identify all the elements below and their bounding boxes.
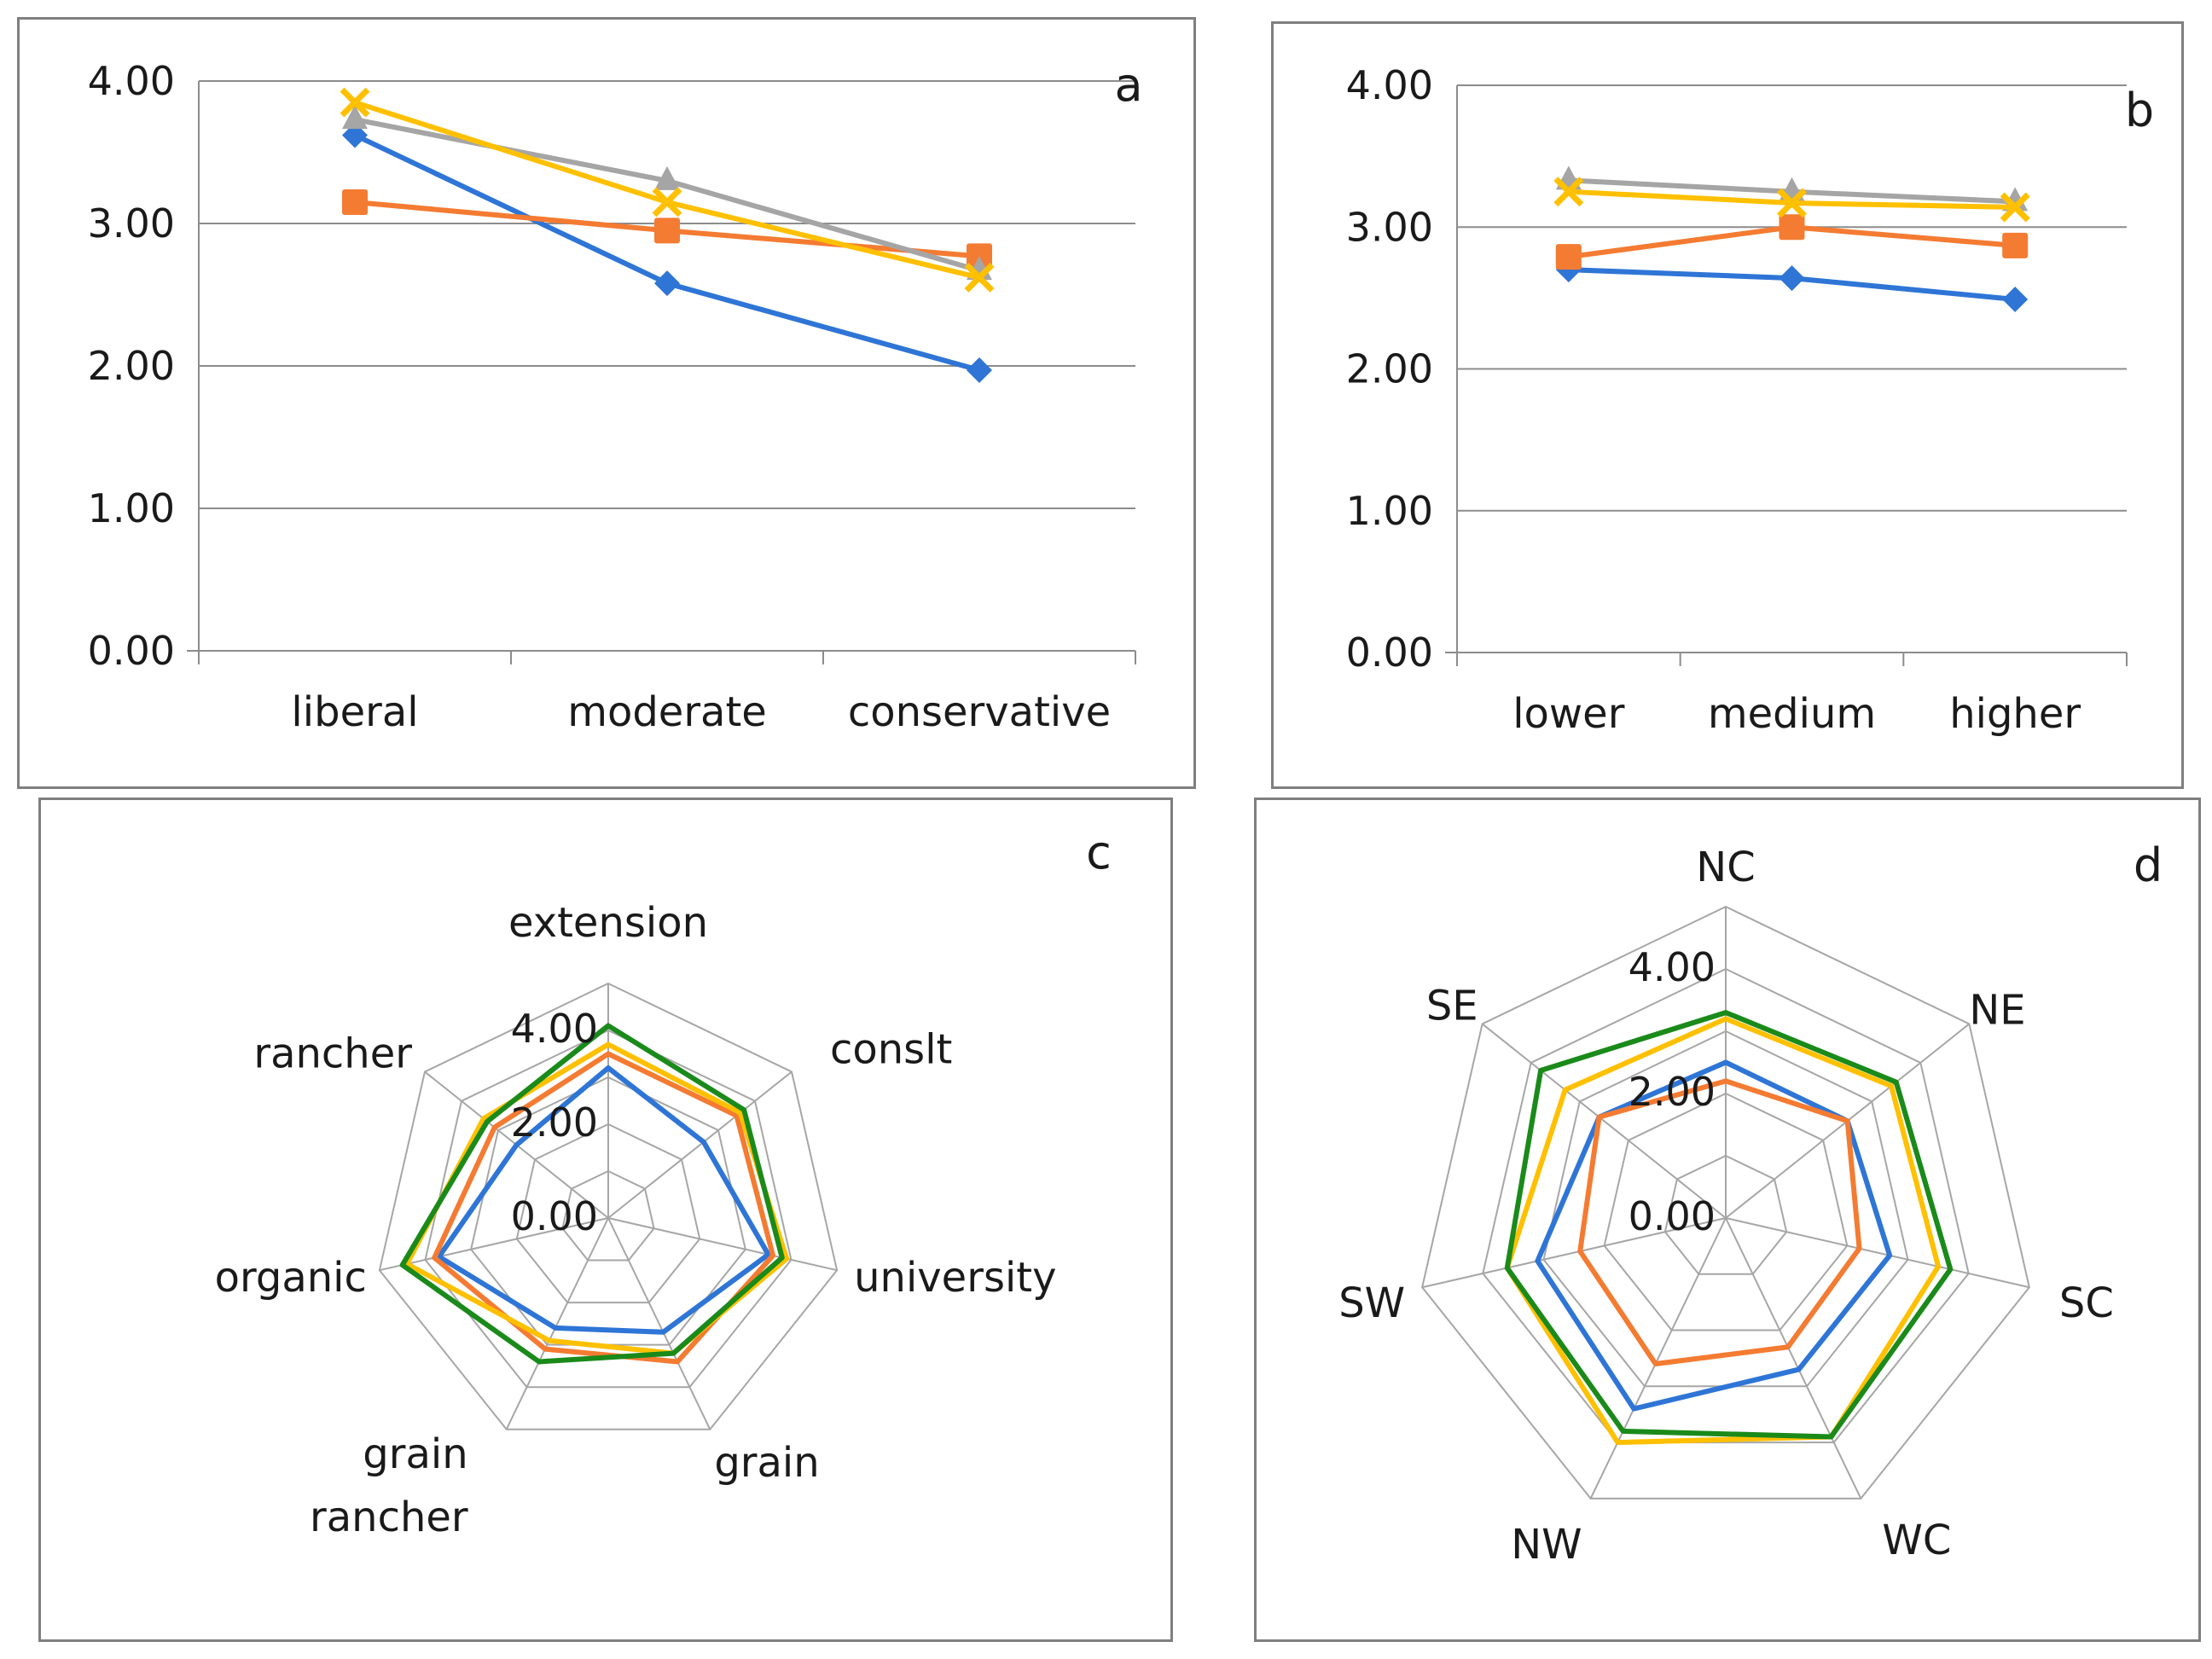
- panel-label: b: [2125, 84, 2154, 137]
- radar-ring: [1663, 1154, 1788, 1275]
- y-tick-label: 2.00: [1346, 346, 1433, 392]
- radar-ring: [1603, 1092, 1849, 1331]
- radar-ring: [1482, 967, 1970, 1444]
- radar-ring: [378, 982, 839, 1430]
- data-point-square: [1779, 214, 1805, 241]
- chart-panel-a: 0.00 1.00 2.00 3.00 4.00 liberal moderate conse…: [17, 17, 1196, 789]
- axis-label: university: [854, 1254, 1056, 1302]
- x-tick-label: higher: [1949, 690, 2081, 738]
- x-tick-label: liberal: [291, 688, 418, 736]
- y-tick-label: 1.00: [88, 485, 175, 531]
- data-point-diamond: [654, 270, 680, 297]
- radar-ring: [515, 1122, 701, 1304]
- data-point-x: [1553, 177, 1584, 207]
- axis-label: extension: [508, 899, 708, 947]
- x-tick-label: lower: [1512, 690, 1624, 738]
- panel-label: a: [1114, 58, 1142, 112]
- data-point-square: [654, 218, 680, 244]
- axis-label: NE: [1969, 986, 2025, 1034]
- radial-tick-label: 4.00: [511, 1006, 598, 1052]
- radar-spoke: [607, 1217, 711, 1430]
- axis-label: grain: [714, 1439, 819, 1487]
- radar-spoke: [1725, 1217, 1862, 1499]
- chart-panel-b: 0.00 1.00 2.00 3.00 4.00 lower medium higher b: [1271, 21, 2184, 789]
- radar-ring: [1421, 905, 2030, 1499]
- axis-label: NC: [1696, 844, 1755, 891]
- data-point-diamond: [342, 122, 368, 148]
- radar-ring: [424, 1029, 792, 1389]
- data-point-x: [652, 187, 682, 218]
- axis-label: WC: [1882, 1517, 1951, 1564]
- radar-series: [436, 1065, 771, 1335]
- radar-spoke: [607, 1217, 838, 1272]
- data-point-diamond: [2002, 287, 2029, 313]
- data-point-triangle: [342, 105, 368, 130]
- radar-series: [1504, 1010, 1954, 1440]
- radial-tick-label: 0.00: [1629, 1193, 1716, 1239]
- data-point-square: [1555, 244, 1582, 270]
- radial-tick-label: 2.00: [1629, 1069, 1716, 1115]
- radar-series: [399, 1023, 785, 1365]
- chart-panel-d: 0.00 2.00 4.00 NC NE SC WC NW SW SE d: [1254, 798, 2201, 1642]
- data-point-square: [342, 189, 368, 215]
- radar-spoke: [607, 1070, 792, 1219]
- y-tick-label: 4.00: [88, 58, 175, 104]
- axis-label: SW: [1338, 1279, 1405, 1327]
- radar-chart-c: 0.00 2.00 4.00 extension conslt university gra…: [215, 826, 1112, 1541]
- data-point-square: [2002, 232, 2029, 258]
- x-tick-label: medium: [1708, 690, 1876, 738]
- chart-panel-c: 0.00 2.00 4.00 extension conslt university gra…: [38, 798, 1173, 1642]
- panel-label: d: [2134, 838, 2163, 892]
- panel-label: c: [1086, 826, 1112, 879]
- y-tick-label: 2.00: [88, 343, 175, 389]
- radar-spoke: [1421, 1217, 1727, 1289]
- data-point-x: [340, 87, 370, 118]
- data-point-x: [964, 262, 995, 293]
- radar-spoke: [1589, 1217, 1727, 1499]
- radar-series: [404, 1041, 790, 1356]
- radar-series: [1504, 1016, 1942, 1446]
- radar-series: [1535, 1059, 1893, 1412]
- axis-label: grain rancher: [310, 1430, 468, 1541]
- axis-label: conslt: [830, 1026, 952, 1074]
- axis-label: organic: [215, 1254, 367, 1302]
- data-point-diamond: [967, 357, 992, 384]
- radial-tick-label: 4.00: [1629, 944, 1716, 990]
- y-tick-label: 0.00: [88, 628, 175, 674]
- y-tick-label: 4.00: [1346, 62, 1433, 108]
- line-chart-b: 0.00 1.00 2.00 3.00 4.00 lower medium higher b: [1346, 62, 2155, 738]
- radar-spoke: [1725, 1217, 2030, 1289]
- line-chart-a: 0.00 1.00 2.00 3.00 4.00 liberal moderate conse…: [88, 58, 1143, 736]
- axis-label: rancher: [253, 1030, 412, 1078]
- y-tick-label: 3.00: [88, 200, 175, 247]
- axis-label: SE: [1426, 982, 1478, 1030]
- y-tick-label: 3.00: [1346, 204, 1433, 250]
- data-point-diamond: [1779, 265, 1805, 292]
- radial-tick-label: 2.00: [511, 1099, 598, 1146]
- radar-spoke: [379, 1217, 609, 1272]
- radar-series: [1577, 1078, 1862, 1367]
- radar-spoke: [505, 1217, 609, 1430]
- radar-ring: [561, 1169, 655, 1262]
- data-point-x: [2000, 192, 2030, 223]
- data-point-triangle: [654, 165, 680, 190]
- y-tick-label: 1.00: [1346, 488, 1433, 534]
- data-point-x: [1777, 188, 1807, 218]
- radar-spoke: [1482, 1023, 1727, 1219]
- y-tick-label: 0.00: [1346, 629, 1433, 676]
- axis-label: NW: [1511, 1521, 1582, 1569]
- axis-label: SC: [2059, 1279, 2114, 1327]
- radar-chart-d: 0.00 2.00 4.00 NC NE SC WC NW SW SE d: [1338, 838, 2163, 1569]
- radial-tick-label: 0.00: [511, 1193, 598, 1239]
- x-tick-label: conservative: [848, 688, 1111, 736]
- x-tick-label: moderate: [567, 688, 767, 736]
